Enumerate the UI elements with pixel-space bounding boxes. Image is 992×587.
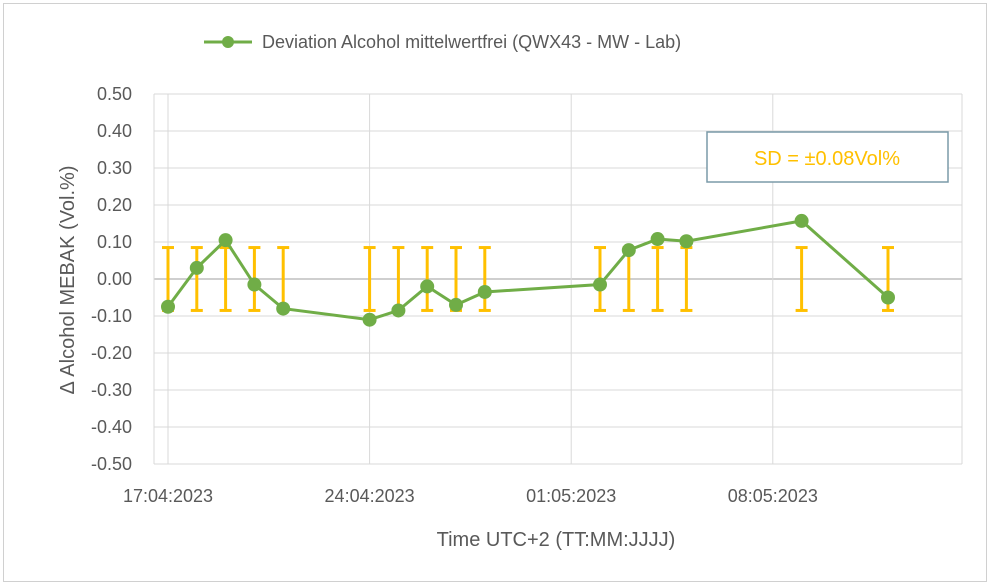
data-point xyxy=(189,260,204,275)
data-point xyxy=(247,277,262,292)
data-point xyxy=(477,284,492,299)
x-tick-label: 08:05:2023 xyxy=(728,486,818,506)
legend: Deviation Alcohol mittelwertfrei (QWX43 … xyxy=(204,32,681,52)
x-tick-label: 01:05:2023 xyxy=(526,486,616,506)
legend-label: Deviation Alcohol mittelwertfrei (QWX43 … xyxy=(262,32,681,52)
data-point xyxy=(362,312,377,327)
data-point xyxy=(218,233,233,248)
y-tick-label: 0.50 xyxy=(97,84,132,104)
data-point xyxy=(161,299,175,314)
sd-annotation-text: SD = ±0.08Vol% xyxy=(754,148,900,170)
data-point xyxy=(420,279,435,294)
data-point xyxy=(391,303,406,318)
legend-marker-swatch xyxy=(222,36,234,48)
series-points xyxy=(161,213,895,327)
data-point xyxy=(593,277,607,292)
y-axis-title: Δ Alcohol MEBAK (Vol.%) xyxy=(57,165,79,394)
data-point xyxy=(650,232,665,247)
x-tick-label: 17:04:2023 xyxy=(123,486,213,506)
y-tick-label: 0.10 xyxy=(97,232,132,252)
data-point xyxy=(679,234,694,249)
y-tick-label: 0.40 xyxy=(97,121,132,141)
x-tick-labels: 17:04:2023 24:04:2023 01:05:2023 08:05:2023 xyxy=(123,486,818,506)
x-axis-title: Time UTC+2 (TT:MM:JJJJ) xyxy=(437,529,676,551)
y-tick-label: 0.30 xyxy=(97,158,132,178)
y-tick-label: 0.20 xyxy=(97,195,132,215)
y-tick-label: -0.40 xyxy=(91,417,132,437)
data-point xyxy=(621,243,636,258)
y-tick-label: -0.30 xyxy=(91,380,132,400)
data-point xyxy=(794,213,809,228)
y-tick-label: -0.10 xyxy=(91,306,132,326)
chart-frame: Deviation Alcohol mittelwertfrei (QWX43 … xyxy=(3,3,987,582)
chart-svg: Deviation Alcohol mittelwertfrei (QWX43 … xyxy=(57,32,963,551)
series-line xyxy=(166,219,889,322)
sd-annotation-box xyxy=(706,131,949,183)
series-polyline xyxy=(166,219,889,322)
y-tick-label: 0.00 xyxy=(97,269,132,289)
y-tick-label: -0.50 xyxy=(91,454,132,474)
data-point xyxy=(449,297,463,312)
data-point xyxy=(276,301,291,316)
y-tick-labels: 0.50 0.40 0.30 0.20 0.10 0.00 -0.10 -0.20 -0.30 -… xyxy=(91,84,132,474)
data-point xyxy=(881,290,895,305)
sd-annotation: SD = ±0.08Vol% xyxy=(706,131,949,183)
x-tick-label: 24:04:2023 xyxy=(325,486,415,506)
y-tick-label: -0.20 xyxy=(91,343,132,363)
